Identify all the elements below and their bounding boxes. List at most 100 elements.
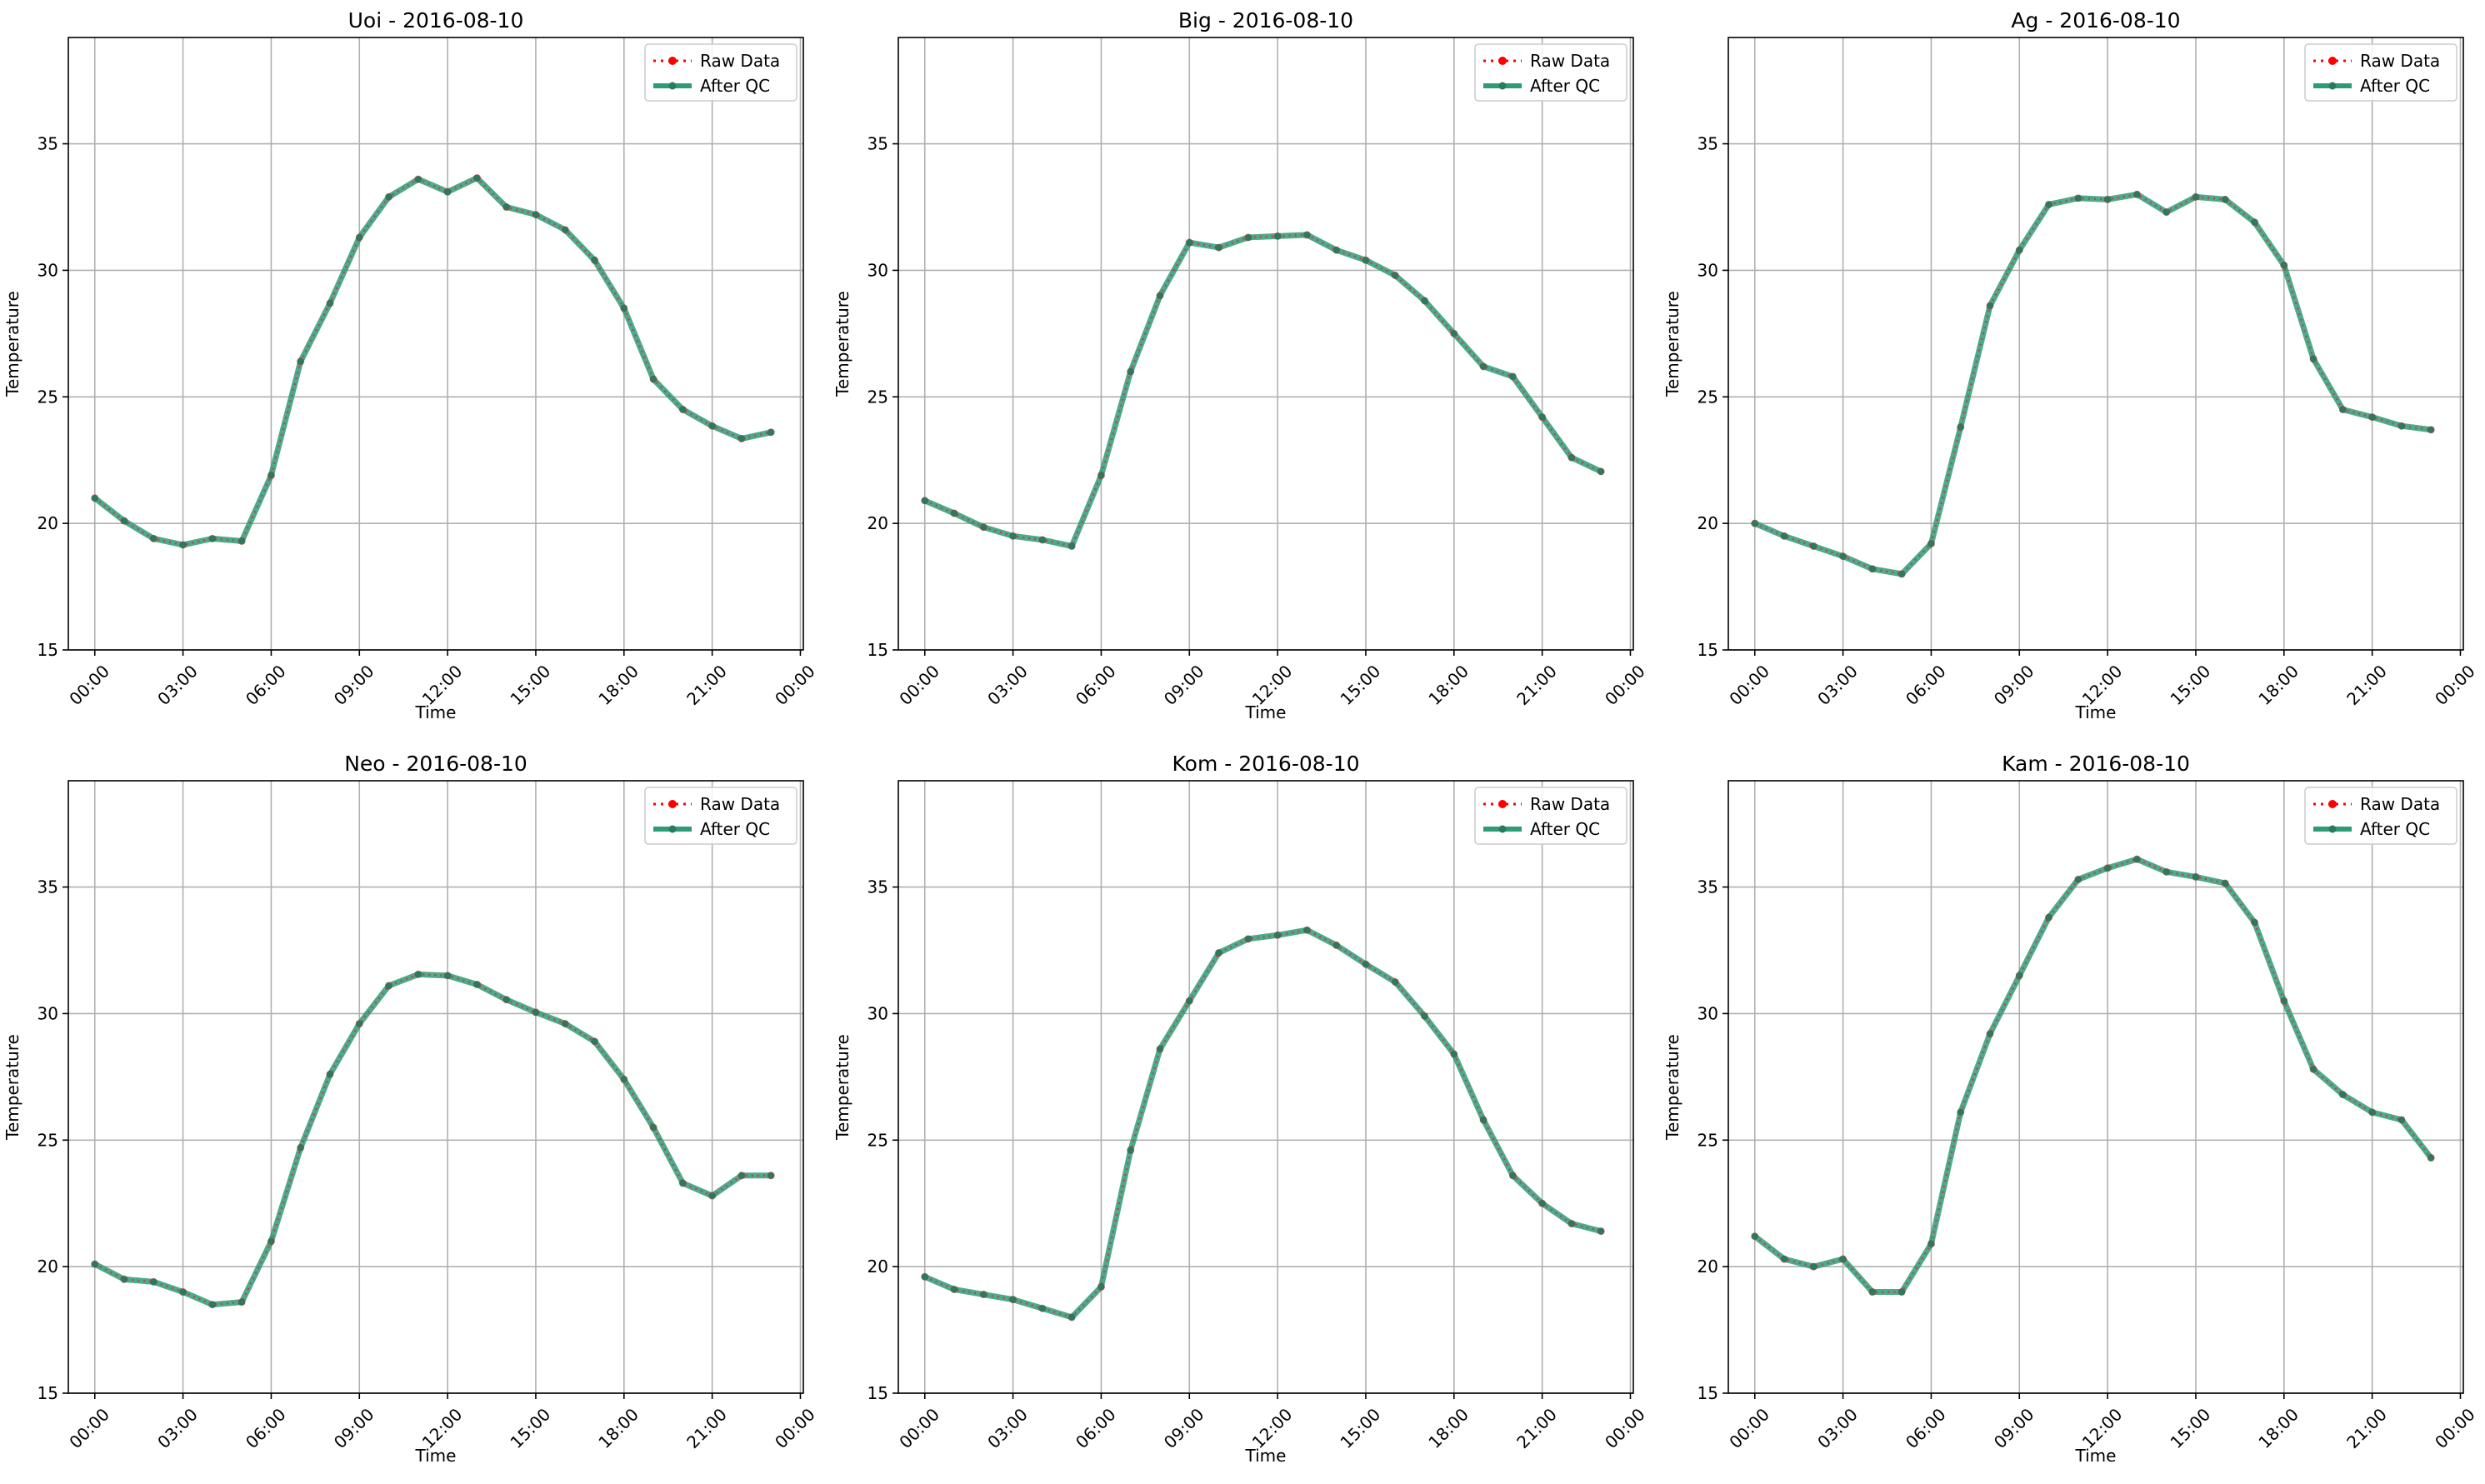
legend-label-raw-data: Raw Data xyxy=(700,51,780,71)
x-tick-label: 00:00 xyxy=(895,661,943,709)
after-qc-point xyxy=(1538,1200,1546,1207)
after-qc-point xyxy=(1038,536,1046,543)
after-qc-point xyxy=(1538,413,1546,421)
after-qc-point xyxy=(1244,935,1252,942)
after-qc-point xyxy=(1274,232,1282,240)
after-qc-point xyxy=(562,1020,569,1027)
after-qc-point xyxy=(1156,292,1163,299)
after-qc-point xyxy=(1009,532,1017,540)
y-axis-label: Temperature xyxy=(1662,291,1682,397)
x-tick-label: 00:00 xyxy=(65,661,113,709)
y-tick-label: 20 xyxy=(38,1257,58,1277)
after-qc-point xyxy=(2104,864,2112,872)
y-tick-label: 25 xyxy=(868,387,888,407)
after-qc-point xyxy=(1751,520,1758,527)
x-tick-label: 03:00 xyxy=(1813,661,1862,709)
legend-label-after-qc: After QC xyxy=(700,819,770,839)
after-qc-point xyxy=(268,1237,275,1245)
after-qc-point xyxy=(326,299,333,307)
x-tick-label: 06:00 xyxy=(1072,661,1120,709)
after-qc-point xyxy=(2016,972,2023,979)
after-qc-point xyxy=(1568,454,1575,462)
y-tick-label: 20 xyxy=(1698,1257,1718,1277)
after-qc-point xyxy=(1810,1263,1818,1271)
after-qc-point xyxy=(1450,330,1458,337)
legend-label-after-qc: After QC xyxy=(2360,76,2430,96)
legend: Raw Data After QC xyxy=(1474,787,1628,845)
plot-frame xyxy=(68,37,804,651)
after-qc-point xyxy=(1127,367,1134,375)
after-qc-point xyxy=(502,203,510,211)
after-qc-point xyxy=(708,1192,716,1200)
after-qc-point xyxy=(2162,868,2170,876)
y-tick-label: 35 xyxy=(1698,134,1718,154)
after-qc-point xyxy=(385,193,392,201)
after-qc-point xyxy=(1098,1283,1105,1291)
legend: Raw Data After QC xyxy=(2304,787,2458,845)
x-tick-label: 21:00 xyxy=(2342,1404,2391,1452)
after-qc-point xyxy=(121,517,128,525)
y-tick-label: 25 xyxy=(1698,1130,1718,1150)
after-qc-point xyxy=(679,406,687,413)
after-qc-point xyxy=(1098,472,1105,479)
after-qc-point xyxy=(444,972,452,979)
subplot-1: 00:00 03:00 06:00 09:00 12:00 15:00 18:00 21:00… xyxy=(2,8,819,722)
after-qc-point xyxy=(921,497,928,504)
after-qc-point xyxy=(1068,542,1076,550)
after-qc-point xyxy=(473,981,481,988)
after-qc-point xyxy=(1362,961,1369,968)
legend: Raw Data After QC xyxy=(644,787,798,845)
y-tick-label: 35 xyxy=(868,877,888,897)
after-qc-point xyxy=(1986,1030,1993,1037)
x-tick-label: 06:00 xyxy=(242,1404,290,1452)
after-qc-point xyxy=(620,1076,628,1083)
series-line-raw-data xyxy=(924,233,1602,547)
legend-label-after-qc: After QC xyxy=(700,76,770,96)
after-qc-point xyxy=(150,535,158,542)
plot-frame xyxy=(1728,780,2464,1394)
legend-label-after-qc: After QC xyxy=(2360,819,2430,839)
y-tick-label: 25 xyxy=(38,387,58,407)
after-qc-point xyxy=(268,472,275,479)
subplot-6: 00:00 03:00 06:00 09:00 12:00 15:00 18:00 21:00… xyxy=(1662,752,2479,1466)
y-tick-label: 20 xyxy=(868,1257,888,1277)
after-qc-point xyxy=(650,376,658,383)
series-line-raw-data xyxy=(924,928,1602,1319)
y-tick-label: 20 xyxy=(1698,513,1718,533)
x-tick-label: 21:00 xyxy=(2342,661,2391,709)
after-qc-point xyxy=(297,1144,304,1152)
after-qc-point xyxy=(2045,914,2052,922)
after-qc-point xyxy=(1751,1232,1758,1240)
after-qc-point xyxy=(980,1291,988,1298)
subplot-3: 00:00 03:00 06:00 09:00 12:00 15:00 18:00 21:00… xyxy=(1662,8,2479,722)
after-qc-point xyxy=(1598,467,1605,475)
legend: Raw Data After QC xyxy=(2304,43,2458,102)
y-axis-label: Temperature xyxy=(1662,1034,1682,1141)
after-qc-point xyxy=(562,226,569,233)
after-qc-point xyxy=(2310,1066,2318,1073)
after-qc-point xyxy=(2016,247,2023,254)
after-qc-point xyxy=(1303,927,1311,934)
after-qc-point xyxy=(2428,1154,2435,1162)
x-tick-label: 09:00 xyxy=(1160,1404,1208,1452)
chart-title: Kam - 2016-08-10 xyxy=(2002,752,2190,776)
after-qc-point xyxy=(1568,1220,1575,1227)
x-tick-label: 18:00 xyxy=(594,1404,642,1452)
after-qc-point xyxy=(91,494,98,502)
x-tick-label: 03:00 xyxy=(1813,1404,1862,1452)
after-qc-point xyxy=(473,174,481,182)
x-tick-label: 21:00 xyxy=(682,1404,731,1452)
x-tick-label: 03:00 xyxy=(983,661,1032,709)
after-qc-point xyxy=(2162,208,2170,216)
legend-qc-marker xyxy=(1498,82,1507,90)
after-qc-point xyxy=(2251,218,2258,226)
after-qc-point xyxy=(2133,856,2141,863)
y-tick-label: 15 xyxy=(1698,640,1718,660)
after-qc-point xyxy=(1810,542,1818,550)
after-qc-point xyxy=(1156,1045,1163,1052)
after-qc-point xyxy=(2339,406,2347,413)
x-tick-label: 15:00 xyxy=(507,661,555,709)
x-tick-label: 15:00 xyxy=(2167,661,2215,709)
after-qc-point xyxy=(708,422,716,430)
after-qc-point xyxy=(385,982,392,990)
